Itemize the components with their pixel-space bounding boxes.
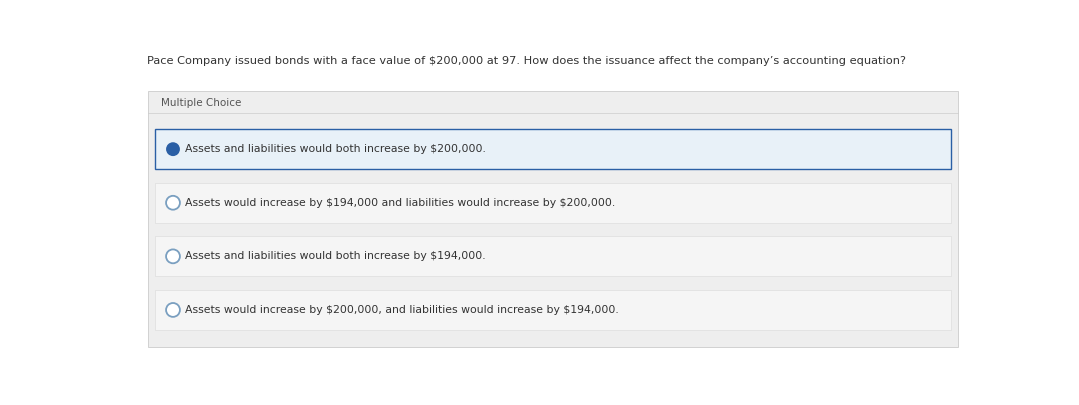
Circle shape <box>166 142 180 156</box>
FancyBboxPatch shape <box>154 129 952 169</box>
Text: Multiple Choice: Multiple Choice <box>161 98 241 107</box>
Circle shape <box>166 249 180 263</box>
Text: Assets would increase by \$194,000 and liabilities would increase by \$200,000.: Assets would increase by \$194,000 and l… <box>186 198 615 208</box>
Text: Assets and liabilities would both increase by \$200,000.: Assets and liabilities would both increa… <box>186 144 487 154</box>
Text: Pace Company issued bonds with a face value of \$200,000 at 97. How does the iss: Pace Company issued bonds with a face va… <box>147 55 905 66</box>
Text: Assets would increase by \$200,000, and liabilities would increase by \$194,000.: Assets would increase by \$200,000, and … <box>186 305 619 315</box>
FancyBboxPatch shape <box>148 91 958 347</box>
Circle shape <box>166 303 180 317</box>
FancyBboxPatch shape <box>154 183 952 223</box>
Circle shape <box>166 196 180 210</box>
FancyBboxPatch shape <box>154 237 952 276</box>
Text: Assets and liabilities would both increase by \$194,000.: Assets and liabilities would both increa… <box>186 252 486 261</box>
FancyBboxPatch shape <box>154 290 952 330</box>
